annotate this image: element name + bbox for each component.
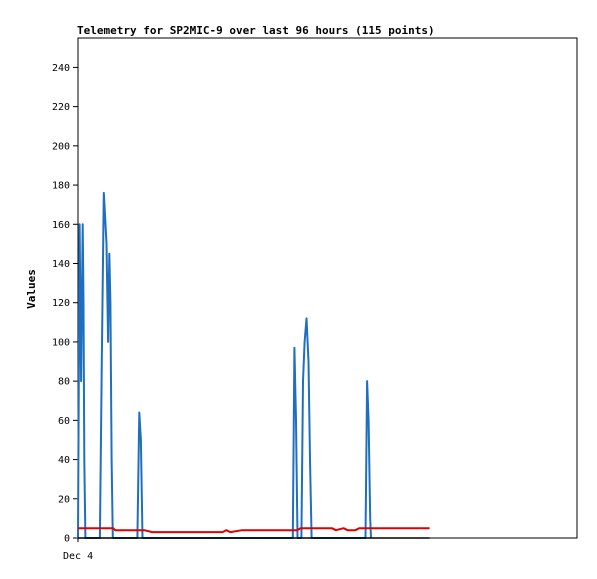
y-tick-label: 80 [58,377,70,388]
y-tick-label: 160 [52,220,70,231]
y-tick-label: 240 [52,63,70,74]
y-tick-label: 40 [58,455,70,466]
plot-frame [77,37,578,539]
y-tick-label: 0 [64,534,70,545]
series-layer [77,191,430,539]
y-tick-label: 20 [58,494,70,505]
y-tick-label: 200 [52,141,70,152]
chart-title: Telemetry for SP2MIC-9 over last 96 hour… [77,24,435,37]
y-tick-label: 60 [58,416,70,427]
y-tick-label: 220 [52,102,70,113]
y-tick-label: 180 [52,181,70,192]
y-tick-label: 100 [52,337,70,348]
y-axis: 0 20 40 60 80 100 120 140 160 180 200 220 240 [52,63,78,545]
y-tick-label: 140 [52,259,70,270]
series-line-1 [78,527,430,534]
y-tick-label: 120 [52,298,70,309]
y-axis-label: Values [25,269,38,309]
x-tick-label: Dec 4 [63,551,93,562]
